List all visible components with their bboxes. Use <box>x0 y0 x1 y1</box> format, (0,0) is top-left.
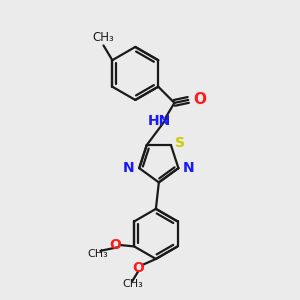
Text: N: N <box>183 161 195 175</box>
Text: O: O <box>194 92 207 107</box>
Text: CH₃: CH₃ <box>122 279 143 289</box>
Text: CH₃: CH₃ <box>87 249 108 259</box>
Text: CH₃: CH₃ <box>93 31 114 44</box>
Text: S: S <box>176 136 185 150</box>
Text: N: N <box>123 161 134 175</box>
Text: O: O <box>132 261 144 275</box>
Text: O: O <box>109 238 121 252</box>
Text: HN: HN <box>148 114 171 128</box>
